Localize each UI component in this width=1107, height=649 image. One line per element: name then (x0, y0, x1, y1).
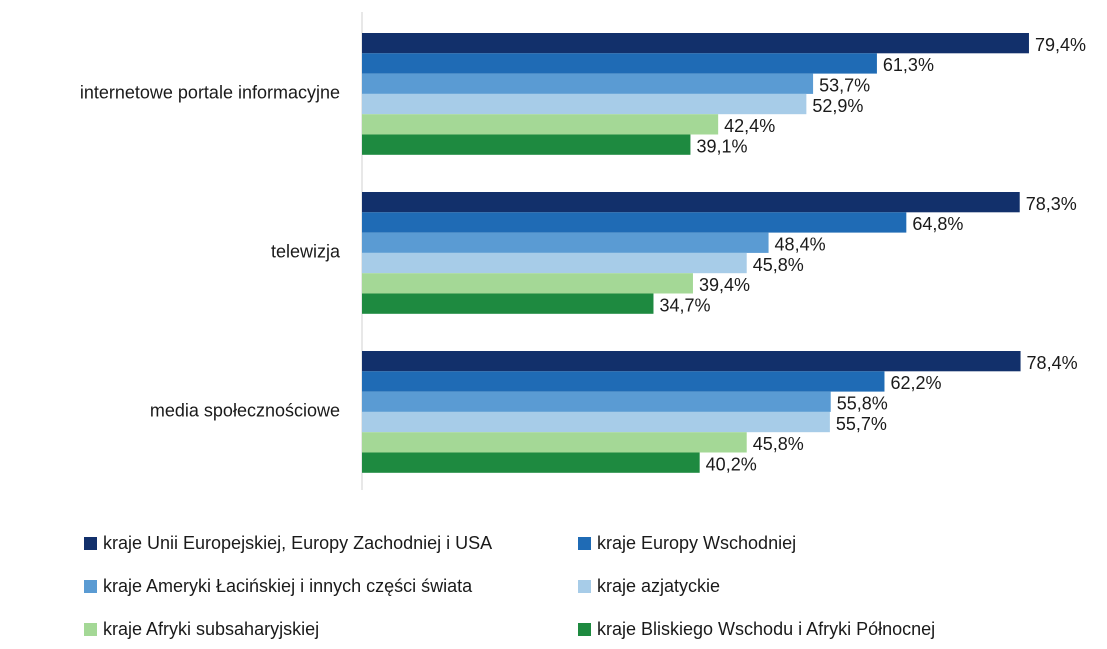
legend-swatch (578, 580, 591, 593)
data-label: 64,8% (912, 214, 963, 234)
bar (362, 33, 1029, 54)
data-label: 61,3% (883, 55, 934, 75)
bar (362, 351, 1021, 372)
bar (362, 73, 814, 94)
bar (362, 273, 693, 294)
legend-swatch (84, 623, 97, 636)
bar (362, 371, 885, 392)
data-label: 79,4% (1035, 35, 1086, 55)
bar (362, 53, 877, 74)
data-label: 53,7% (819, 76, 870, 96)
data-label: 39,1% (696, 136, 747, 156)
bar (362, 252, 747, 274)
bar (362, 192, 1020, 213)
data-label: 62,2% (890, 373, 941, 393)
data-label: 40,2% (706, 454, 757, 474)
legend-swatch (84, 580, 97, 593)
data-label: 52,9% (812, 96, 863, 116)
data-label: 39,4% (699, 275, 750, 295)
bar (362, 114, 719, 135)
bar (362, 411, 830, 433)
bar (362, 93, 807, 115)
legend-label: kraje azjatyckie (597, 576, 720, 596)
bar (362, 232, 769, 253)
legend-swatch (578, 537, 591, 550)
legend-swatch (578, 623, 591, 636)
data-label: 78,3% (1026, 194, 1077, 214)
data-label: 45,8% (753, 434, 804, 454)
data-label: 55,7% (836, 414, 887, 434)
data-label: 78,4% (1027, 353, 1078, 373)
bar (362, 452, 700, 473)
category-label: internetowe portale informacyjne (80, 83, 340, 103)
legend-swatch (84, 537, 97, 550)
bar (362, 293, 654, 314)
bar (362, 391, 831, 412)
data-label: 42,4% (724, 116, 775, 136)
legend-label: kraje Afryki subsaharyjskiej (103, 619, 319, 639)
bar (362, 212, 907, 233)
bar (362, 134, 691, 155)
category-label: telewizja (271, 242, 341, 262)
data-label: 45,8% (753, 255, 804, 275)
legend-label: kraje Ameryki Łacińskiej i innych części… (103, 576, 473, 596)
data-label: 55,8% (837, 394, 888, 414)
data-label: 48,4% (775, 235, 826, 255)
legend-label: kraje Europy Wschodniej (597, 533, 796, 553)
legend-label: kraje Unii Europejskiej, Europy Zachodni… (103, 533, 492, 553)
data-label: 34,7% (659, 295, 710, 315)
category-label: media społecznościowe (150, 401, 340, 421)
bar (362, 432, 747, 453)
legend-label: kraje Bliskiego Wschodu i Afryki Północn… (597, 619, 935, 639)
